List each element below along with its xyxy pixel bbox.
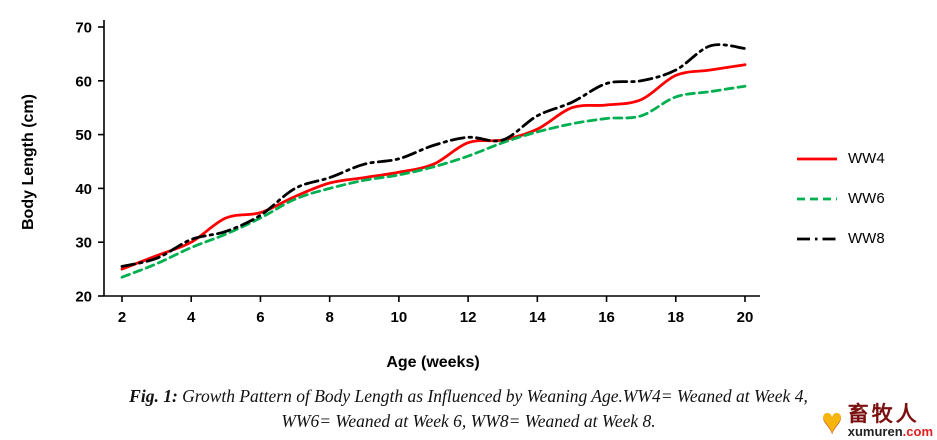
legend-line-sample-WW6 [797,197,837,200]
legend-entry-WW6: WW6 [795,190,885,207]
axes-layer: 20 30 40 50 60 70 2 4 6 8 10 12 14 16 18 20 [75,20,760,326]
chart-canvas: 20 30 40 50 60 70 2 4 6 8 10 12 14 16 18 20 Age (weeks)… [20,20,760,371]
y-tick-label: 60 [75,73,92,90]
x-axis-title: Age (weeks) [386,354,479,371]
series-line-WW4 [120,63,747,271]
legend-entry-WW8: WW8 [795,230,885,247]
caption-label: Fig. 1: [129,386,178,406]
x-tick-label: 18 [667,309,684,326]
y-tick-label: 20 [75,289,92,306]
y-tick-label: 70 [75,20,92,37]
x-tick-label: 20 [737,309,754,326]
x-tick-label: 10 [391,309,408,326]
y-tick-label: 50 [75,127,92,144]
y-tick-label: 40 [75,181,92,198]
legend-label-WW6: WW6 [848,190,885,207]
caption-line1: Growth Pattern of Body Length as Influen… [177,386,808,406]
watermark-heart-logo-icon: ♥ [821,399,843,440]
chart-legend: WW4 WW6 WW8 [795,150,885,247]
x-tick-label: 4 [187,309,196,326]
legend-label-WW8: WW8 [848,230,885,247]
watermark-text: 畜牧人 xumuren.com [848,403,933,439]
legend-line-sample-WW4 [797,157,837,160]
legend-entry-WW4: WW4 [795,150,885,167]
figure-caption: Fig. 1: Growth Pattern of Body Length as… [0,384,937,433]
x-tick-label: 2 [118,309,126,326]
watermark: ♥ 畜牧人 xumuren.com [821,399,933,440]
legend-line-sample-WW8 [797,237,837,240]
watermark-chinese-name: 畜牧人 [847,402,920,427]
x-tick-label: 6 [256,309,264,326]
watermark-site-url: xumuren.com [848,425,933,439]
legend-label-WW4: WW4 [848,150,885,167]
series-line-WW6 [120,84,747,279]
series-layer [120,43,747,279]
x-tick-label: 16 [598,309,615,326]
x-tick-label: 8 [325,309,333,326]
y-axis-title: Body Length (cm) [20,94,37,230]
caption-line2: WW6= Weaned at Week 6, WW8= Weaned at We… [281,410,656,431]
x-tick-label: 12 [460,309,477,326]
watermark-site-name: xumuren [847,424,903,440]
x-tick-label: 14 [529,309,546,326]
watermark-site-tld: .com [902,424,933,440]
series-line-WW8 [120,43,747,268]
y-tick-label: 30 [75,235,92,252]
